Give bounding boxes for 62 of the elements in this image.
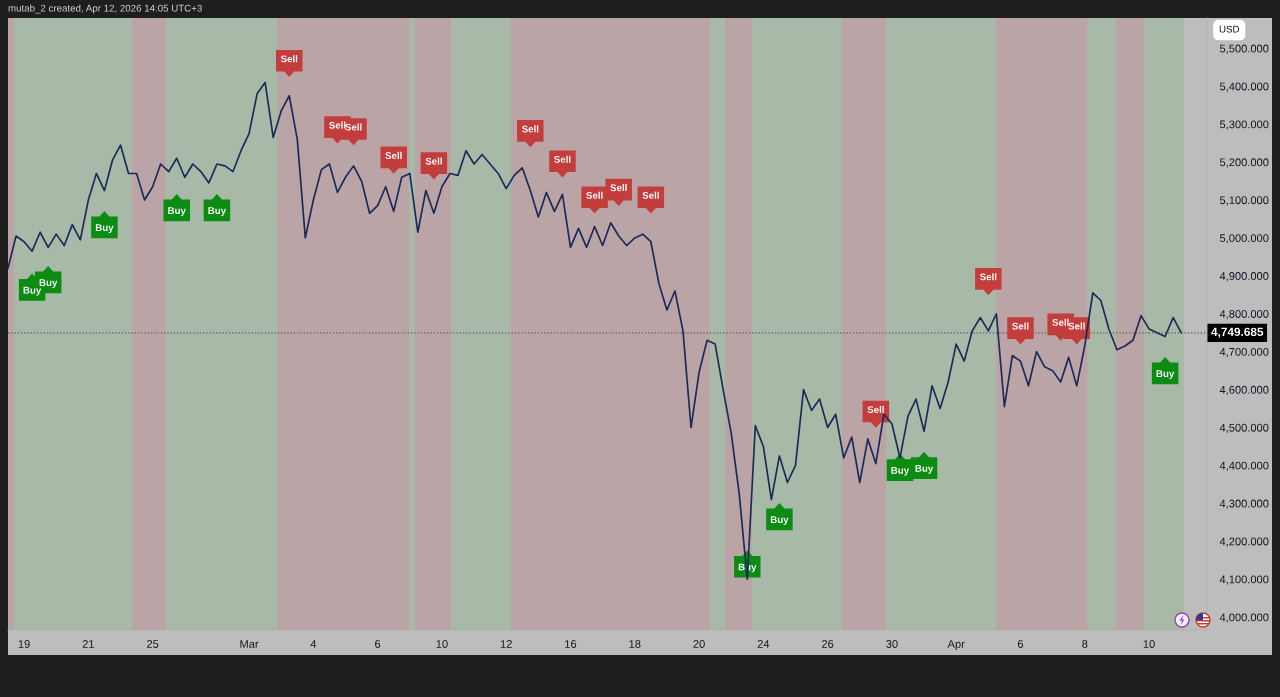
text: Sell [1012, 322, 1029, 330]
x-tick-label: 6 [375, 640, 381, 648]
ref-line-label: 4,749.685 [1211, 327, 1264, 338]
y-tick-label: 4,100.000 [1219, 575, 1269, 585]
x-tick-label: 18 [629, 640, 641, 648]
x-tick-label: 26 [822, 640, 834, 648]
text: Sell [979, 273, 997, 281]
y-tick-label: 4,800.000 [1219, 310, 1269, 320]
text: Buy [770, 516, 789, 525]
series-label: Sell [1052, 318, 1069, 326]
y-tick-label: 5,100.000 [1219, 196, 1269, 206]
x-tick-label: 16 [565, 640, 577, 648]
y-tick-label: 5,300.000 [1219, 120, 1269, 130]
y-tick-label: 5,000.000 [1219, 234, 1269, 244]
text: Buy [891, 466, 910, 476]
text: Buy [168, 207, 186, 216]
x-tick-label: 12 [500, 640, 512, 648]
text: Sell [329, 121, 346, 129]
text: Buy [95, 224, 114, 234]
y-tick-label: 4,900.000 [1219, 272, 1269, 282]
x-tick-label: Apr [947, 640, 965, 651]
text: Sell [586, 191, 603, 199]
x-tick-label: 19 [18, 640, 30, 648]
x-tick-label: 30 [886, 640, 898, 648]
x-tick-label: 10 [1143, 640, 1155, 648]
y-tick-label: 4,500.000 [1219, 423, 1269, 433]
text: mutab_2 created, Apr 12, 2026 14:05 UTC+3 [8, 4, 202, 14]
x-tick-label: 8 [1082, 640, 1088, 648]
y-tick-label: 5,200.000 [1219, 158, 1269, 168]
text: Sell [1068, 322, 1085, 330]
y-tick-label: 4,200.000 [1219, 537, 1269, 547]
y-tick-label: 4,300.000 [1219, 499, 1269, 509]
line-series [8, 81, 1183, 581]
text: Buy [915, 465, 934, 474]
y-axis-title: USD [1219, 25, 1240, 33]
y-tick-label: 5,400.000 [1219, 82, 1269, 92]
text: Sell [385, 151, 402, 159]
series-label: Buy [39, 279, 58, 288]
x-tick-label: 6 [1017, 640, 1024, 648]
x-tick-label: 4 [310, 640, 317, 648]
text: Sell [280, 55, 298, 63]
text: Buy [23, 286, 42, 296]
text: Sell [425, 157, 442, 165]
text: Sell [610, 184, 627, 192]
x-tick-label: 24 [757, 640, 770, 648]
x-tick-label: 25 [147, 640, 159, 648]
text: Sell [521, 125, 539, 133]
x-tick-label: 20 [693, 640, 705, 648]
text: Sell [554, 155, 571, 163]
x-tick-label: 10 [436, 640, 448, 648]
x-tick-label: Mar [240, 640, 259, 648]
text: Sell [867, 405, 884, 414]
y-tick-label: 4,000.000 [1219, 613, 1269, 623]
text: Buy [208, 207, 227, 216]
y-tick-label: 4,700.000 [1219, 347, 1269, 358]
x-tick-label: 21 [82, 640, 94, 648]
y-tick-label: 4,600.000 [1219, 385, 1269, 396]
y-tick-label: 4,400.000 [1219, 461, 1269, 471]
y-tick-label: 5,500.000 [1219, 44, 1269, 54]
text: Sell [642, 191, 659, 199]
text: Buy [1156, 370, 1175, 379]
text: Sell [345, 123, 362, 131]
